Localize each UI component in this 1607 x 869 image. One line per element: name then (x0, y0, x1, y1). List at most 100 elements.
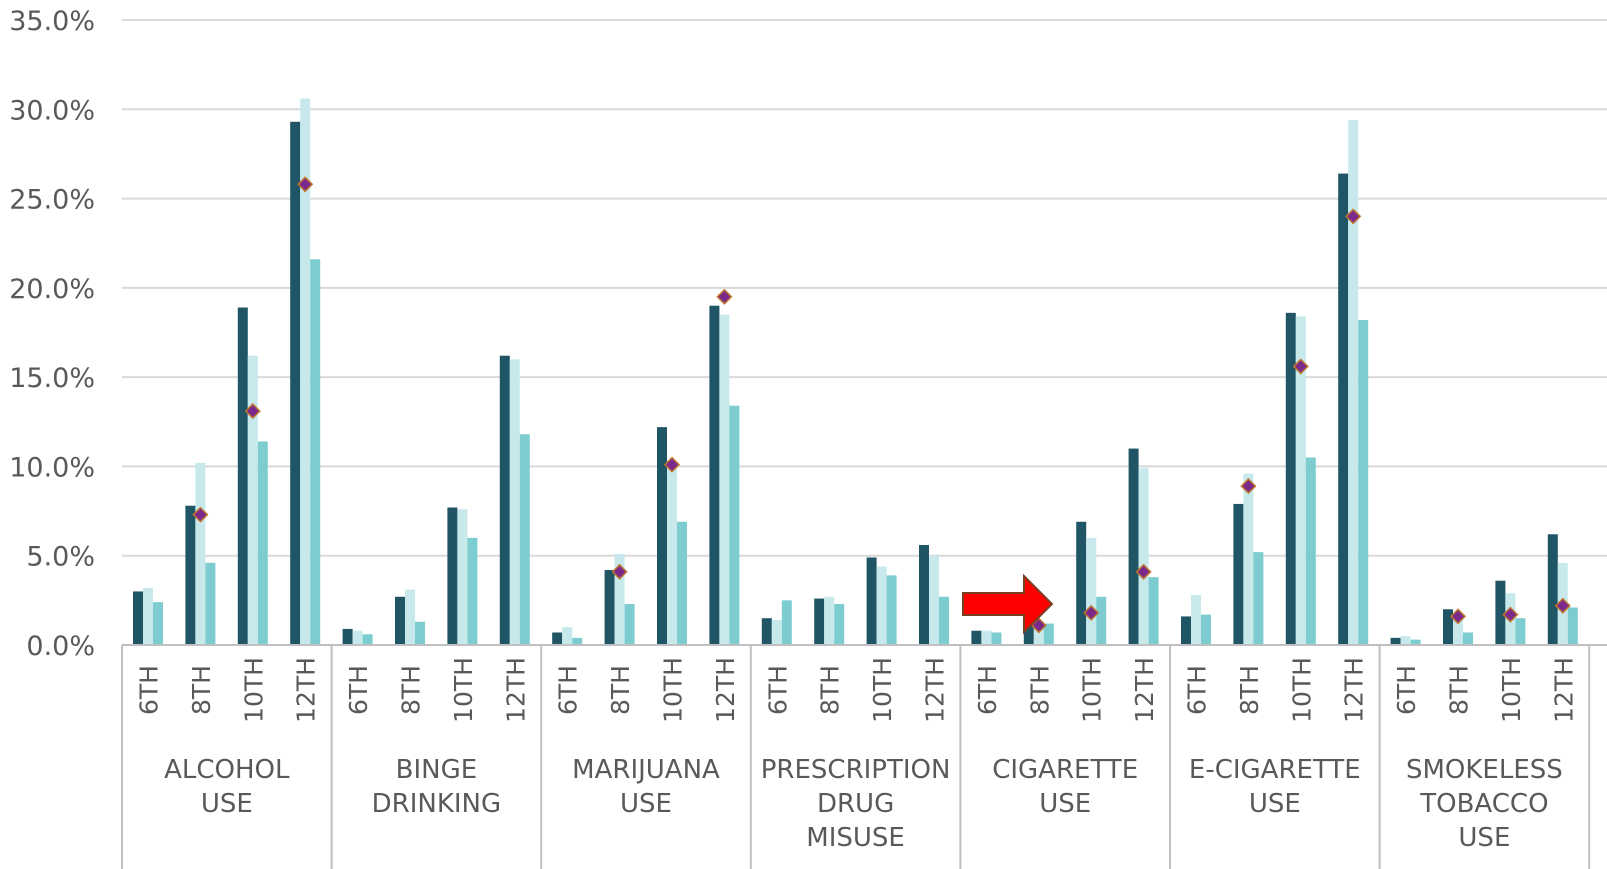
y-tick-label: 0.0% (26, 631, 95, 662)
bar (290, 121, 301, 646)
y-tick-label: 10.0% (9, 452, 95, 483)
bar (991, 632, 1002, 645)
bar (771, 620, 782, 645)
category-label: USE (620, 789, 672, 819)
bar (1305, 457, 1316, 645)
category-label: DRUG (817, 789, 894, 819)
bar (1338, 173, 1349, 646)
category-label: CIGARETTE (992, 755, 1138, 785)
markers (192, 176, 1571, 634)
bar (1233, 503, 1244, 645)
grade-label: 6TH (344, 665, 373, 715)
grade-label: 10TH (239, 657, 268, 723)
bar (866, 557, 877, 645)
y-tick-label: 15.0% (9, 363, 95, 394)
diamond-marker (611, 563, 628, 580)
bar (342, 628, 353, 645)
grade-label: 12TH (1340, 657, 1369, 723)
bar (153, 602, 163, 645)
bar (572, 637, 583, 645)
bar (205, 562, 216, 645)
bar (1443, 609, 1453, 645)
bar (1515, 618, 1526, 645)
diamond-marker (1345, 208, 1362, 225)
bar (1243, 473, 1254, 645)
bar (1076, 521, 1087, 645)
grade-label: 8TH (1235, 665, 1264, 715)
bar (509, 359, 520, 645)
category-label: MARIJUANA (572, 755, 720, 785)
bar (1138, 468, 1149, 645)
grade-label: 8TH (1025, 665, 1054, 715)
diamond-marker (297, 176, 314, 193)
diamond-marker (244, 403, 261, 420)
bar (1358, 320, 1369, 645)
grade-label: 10TH (1287, 657, 1316, 723)
bar (185, 505, 196, 645)
bar (824, 596, 835, 645)
bar (761, 618, 772, 645)
grade-label: 6TH (554, 665, 583, 715)
bar (624, 603, 635, 645)
grade-label: 12TH (711, 657, 740, 723)
bar (1295, 316, 1306, 645)
bar (1253, 552, 1264, 645)
grade-label: 6TH (973, 665, 1002, 715)
diamond-marker (1135, 563, 1152, 580)
bar (195, 462, 206, 645)
grade-label: 6TH (1392, 665, 1421, 715)
gridlines (122, 19, 1607, 557)
bar (981, 630, 992, 645)
bar (1128, 448, 1139, 645)
diamond-marker (1502, 606, 1519, 623)
bar (1547, 534, 1558, 645)
bar (552, 632, 563, 645)
bar (1390, 637, 1401, 645)
bar (1181, 616, 1191, 645)
grade-label: 12TH (1549, 657, 1578, 723)
grade-label: 8TH (397, 665, 426, 715)
category-label: MISUSE (806, 823, 905, 853)
bar (1453, 614, 1463, 645)
grade-label: 8TH (1445, 665, 1474, 715)
bars (133, 98, 1578, 646)
y-tick-label: 25.0% (9, 185, 95, 216)
bar (814, 598, 825, 645)
bar (467, 537, 478, 645)
bar (1148, 577, 1159, 645)
bar (362, 634, 373, 645)
bar (1201, 614, 1211, 645)
bar (562, 627, 573, 645)
bar (300, 98, 311, 646)
diamond-marker (716, 288, 733, 305)
bar (971, 630, 982, 645)
bar (886, 575, 897, 645)
bar (929, 555, 939, 645)
diamond-marker (663, 456, 681, 473)
bar (143, 587, 153, 645)
bar (1043, 623, 1054, 645)
bar (657, 427, 667, 645)
bar (1495, 580, 1506, 645)
y-tick-label: 20.0% (9, 274, 95, 305)
bar (667, 464, 677, 645)
bar (1410, 639, 1421, 645)
bar (614, 553, 625, 645)
bar (237, 307, 248, 645)
diamond-marker (192, 506, 209, 523)
category-label: USE (1458, 823, 1510, 853)
diamond-marker (1292, 358, 1309, 375)
bar (499, 355, 510, 645)
grade-label: 8TH (187, 665, 216, 715)
grade-label: 8TH (606, 665, 635, 715)
bar (1086, 537, 1097, 645)
bar (447, 507, 458, 645)
grade-label: 6TH (763, 665, 792, 715)
grade-label: 10TH (1497, 657, 1526, 723)
bar (1191, 595, 1201, 645)
bar (1096, 596, 1107, 645)
grade-label: 10TH (659, 657, 688, 723)
category-label: PRESCRIPTION (761, 755, 951, 785)
bar (604, 570, 615, 645)
